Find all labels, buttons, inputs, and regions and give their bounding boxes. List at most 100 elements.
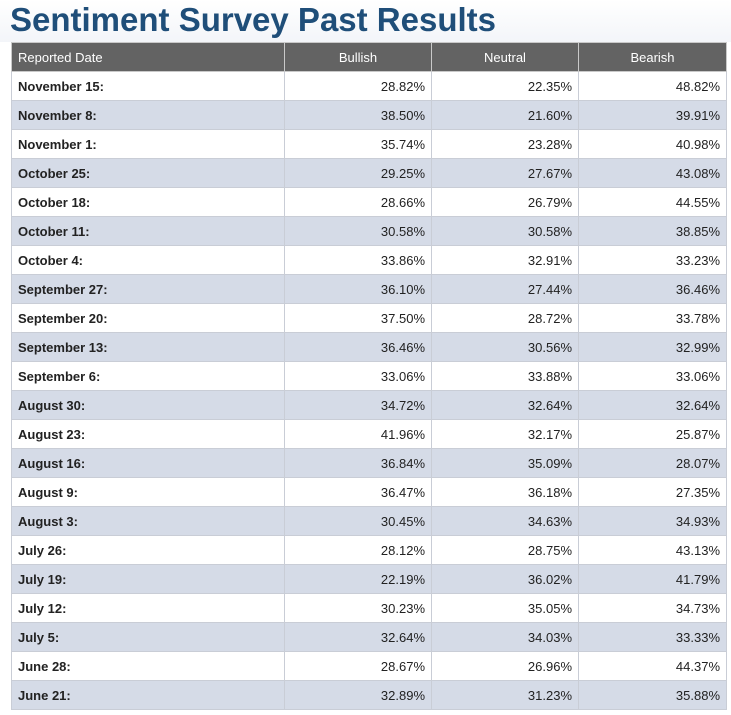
cell-neutral: 21.60% xyxy=(431,100,579,130)
cell-bearish: 35.88% xyxy=(578,680,727,710)
cell-bullish: 22.19% xyxy=(284,564,432,594)
table-row: June 28: 28.67% 26.96% 44.37% xyxy=(11,651,727,681)
cell-bullish: 29.25% xyxy=(284,158,432,188)
cell-reported-date: July 19: xyxy=(11,564,285,594)
cell-neutral: 26.96% xyxy=(431,651,579,681)
cell-reported-date: October 4: xyxy=(11,245,285,275)
cell-reported-date: October 11: xyxy=(11,216,285,246)
cell-bearish: 48.82% xyxy=(578,71,727,101)
cell-neutral: 23.28% xyxy=(431,129,579,159)
cell-neutral: 32.17% xyxy=(431,419,579,449)
cell-bullish: 33.06% xyxy=(284,361,432,391)
table-row: November 8: 38.50% 21.60% 39.91% xyxy=(11,100,727,130)
cell-neutral: 35.09% xyxy=(431,448,579,478)
cell-bullish: 38.50% xyxy=(284,100,432,130)
cell-neutral: 22.35% xyxy=(431,71,579,101)
cell-reported-date: July 26: xyxy=(11,535,285,565)
cell-bullish: 30.45% xyxy=(284,506,432,536)
cell-bullish: 28.12% xyxy=(284,535,432,565)
cell-bullish: 41.96% xyxy=(284,419,432,449)
cell-neutral: 34.03% xyxy=(431,622,579,652)
table-row: August 30: 34.72% 32.64% 32.64% xyxy=(11,390,727,420)
cell-bullish: 32.64% xyxy=(284,622,432,652)
table-row: October 18: 28.66% 26.79% 44.55% xyxy=(11,187,727,217)
table-row: November 1: 35.74% 23.28% 40.98% xyxy=(11,129,727,159)
cell-bearish: 40.98% xyxy=(578,129,727,159)
cell-neutral: 31.23% xyxy=(431,680,579,710)
cell-neutral: 28.72% xyxy=(431,303,579,333)
cell-reported-date: September 13: xyxy=(11,332,285,362)
table-row: October 4: 33.86% 32.91% 33.23% xyxy=(11,245,727,275)
cell-bullish: 34.72% xyxy=(284,390,432,420)
cell-reported-date: July 12: xyxy=(11,593,285,623)
cell-bearish: 44.37% xyxy=(578,651,727,681)
cell-neutral: 27.44% xyxy=(431,274,579,304)
table-row: July 26: 28.12% 28.75% 43.13% xyxy=(11,535,727,565)
cell-reported-date: August 23: xyxy=(11,419,285,449)
table-row: August 3: 30.45% 34.63% 34.93% xyxy=(11,506,727,536)
header-bearish: Bearish xyxy=(578,42,727,72)
cell-neutral: 30.56% xyxy=(431,332,579,362)
cell-bullish: 36.46% xyxy=(284,332,432,362)
title-band xyxy=(0,0,731,42)
cell-reported-date: June 28: xyxy=(11,651,285,681)
table-row: September 6: 33.06% 33.88% 33.06% xyxy=(11,361,727,391)
table-row: August 23: 41.96% 32.17% 25.87% xyxy=(11,419,727,449)
cell-reported-date: August 30: xyxy=(11,390,285,420)
cell-bullish: 36.47% xyxy=(284,477,432,507)
cell-reported-date: November 8: xyxy=(11,100,285,130)
header-bullish: Bullish xyxy=(284,42,432,72)
cell-bearish: 38.85% xyxy=(578,216,727,246)
cell-bearish: 28.07% xyxy=(578,448,727,478)
cell-bullish: 36.84% xyxy=(284,448,432,478)
cell-bearish: 39.91% xyxy=(578,100,727,130)
cell-reported-date: September 27: xyxy=(11,274,285,304)
cell-neutral: 27.67% xyxy=(431,158,579,188)
cell-reported-date: October 25: xyxy=(11,158,285,188)
cell-bullish: 28.66% xyxy=(284,187,432,217)
cell-reported-date: August 9: xyxy=(11,477,285,507)
cell-bearish: 44.55% xyxy=(578,187,727,217)
cell-bullish: 30.23% xyxy=(284,593,432,623)
cell-bearish: 32.64% xyxy=(578,390,727,420)
cell-bullish: 28.82% xyxy=(284,71,432,101)
cell-neutral: 30.58% xyxy=(431,216,579,246)
cell-bearish: 25.87% xyxy=(578,419,727,449)
table-row: July 12: 30.23% 35.05% 34.73% xyxy=(11,593,727,623)
cell-bullish: 30.58% xyxy=(284,216,432,246)
cell-bearish: 33.23% xyxy=(578,245,727,275)
table-row: August 9: 36.47% 36.18% 27.35% xyxy=(11,477,727,507)
cell-neutral: 35.05% xyxy=(431,593,579,623)
sentiment-results-table: Reported Date Bullish Neutral Bearish No… xyxy=(11,42,727,710)
cell-neutral: 32.64% xyxy=(431,390,579,420)
cell-reported-date: July 5: xyxy=(11,622,285,652)
cell-reported-date: November 1: xyxy=(11,129,285,159)
cell-bearish: 43.08% xyxy=(578,158,727,188)
cell-neutral: 33.88% xyxy=(431,361,579,391)
cell-bearish: 27.35% xyxy=(578,477,727,507)
cell-bullish: 28.67% xyxy=(284,651,432,681)
table-row: September 20: 37.50% 28.72% 33.78% xyxy=(11,303,727,333)
table-row: July 19: 22.19% 36.02% 41.79% xyxy=(11,564,727,594)
cell-neutral: 36.02% xyxy=(431,564,579,594)
cell-neutral: 32.91% xyxy=(431,245,579,275)
cell-bullish: 37.50% xyxy=(284,303,432,333)
header-row: Reported Date Bullish Neutral Bearish xyxy=(11,42,727,72)
cell-bearish: 36.46% xyxy=(578,274,727,304)
cell-bearish: 43.13% xyxy=(578,535,727,565)
table-header: Reported Date Bullish Neutral Bearish xyxy=(11,42,727,72)
cell-bullish: 35.74% xyxy=(284,129,432,159)
table-row: June 21: 32.89% 31.23% 35.88% xyxy=(11,680,727,710)
table-row: October 11: 30.58% 30.58% 38.85% xyxy=(11,216,727,246)
cell-bearish: 34.73% xyxy=(578,593,727,623)
cell-reported-date: November 15: xyxy=(11,71,285,101)
cell-reported-date: September 20: xyxy=(11,303,285,333)
cell-bullish: 33.86% xyxy=(284,245,432,275)
header-neutral: Neutral xyxy=(431,42,579,72)
header-reported-date: Reported Date xyxy=(11,42,285,72)
cell-reported-date: August 16: xyxy=(11,448,285,478)
cell-bullish: 32.89% xyxy=(284,680,432,710)
cell-bullish: 36.10% xyxy=(284,274,432,304)
table-row: September 27: 36.10% 27.44% 36.46% xyxy=(11,274,727,304)
cell-neutral: 36.18% xyxy=(431,477,579,507)
